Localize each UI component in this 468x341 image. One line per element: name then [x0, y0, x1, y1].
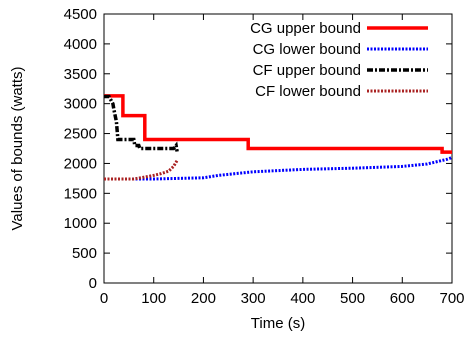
series-line-cf-lower-bound	[104, 159, 179, 181]
y-tick-label: 0	[89, 275, 97, 292]
y-tick-label: 2000	[64, 155, 97, 172]
x-tick-label: 600	[390, 290, 415, 307]
legend-label: CF lower bound	[255, 83, 361, 100]
legend-label: CG lower bound	[253, 41, 361, 58]
legend-label: CF upper bound	[253, 62, 361, 79]
y-tick-label: 2500	[64, 126, 97, 143]
series-line-cf-upper-bound	[104, 94, 179, 152]
x-tick-label: 300	[241, 290, 266, 307]
y-tick-label: 4000	[64, 36, 97, 53]
x-axis-title: Time (s)	[251, 315, 305, 332]
x-tick-label: 100	[141, 290, 166, 307]
x-tick-label: 0	[100, 290, 108, 307]
y-tick-label: 1000	[64, 215, 97, 232]
x-tick-label: 400	[290, 290, 315, 307]
y-axis-title: Values of bounds (watts)	[9, 67, 26, 231]
series-line-cg-upper-bound	[104, 94, 452, 154]
legend: CG upper bound CG lower bound CF upper bou…	[250, 20, 428, 100]
x-tick-label: 500	[340, 290, 365, 307]
y-tick-label: 1500	[64, 185, 97, 202]
plot-frame	[103, 13, 453, 284]
y-axis-ticks: 0 500 1000 1500 2000 2500 3000 3500 4000 4500	[64, 6, 452, 292]
y-tick-label: 500	[72, 245, 97, 262]
legend-label: CG upper bound	[250, 20, 361, 37]
x-axis-ticks: 0 100 200 300 400 500 600 700	[100, 14, 465, 307]
y-tick-label: 4500	[64, 6, 97, 23]
series-line-cg-lower-bound	[104, 156, 453, 181]
y-tick-label: 3000	[64, 96, 97, 113]
x-tick-label: 200	[191, 290, 216, 307]
plot-area	[103, 13, 453, 284]
x-tick-label: 700	[439, 290, 464, 307]
series-lines	[104, 94, 453, 181]
y-tick-label: 3500	[64, 66, 97, 83]
